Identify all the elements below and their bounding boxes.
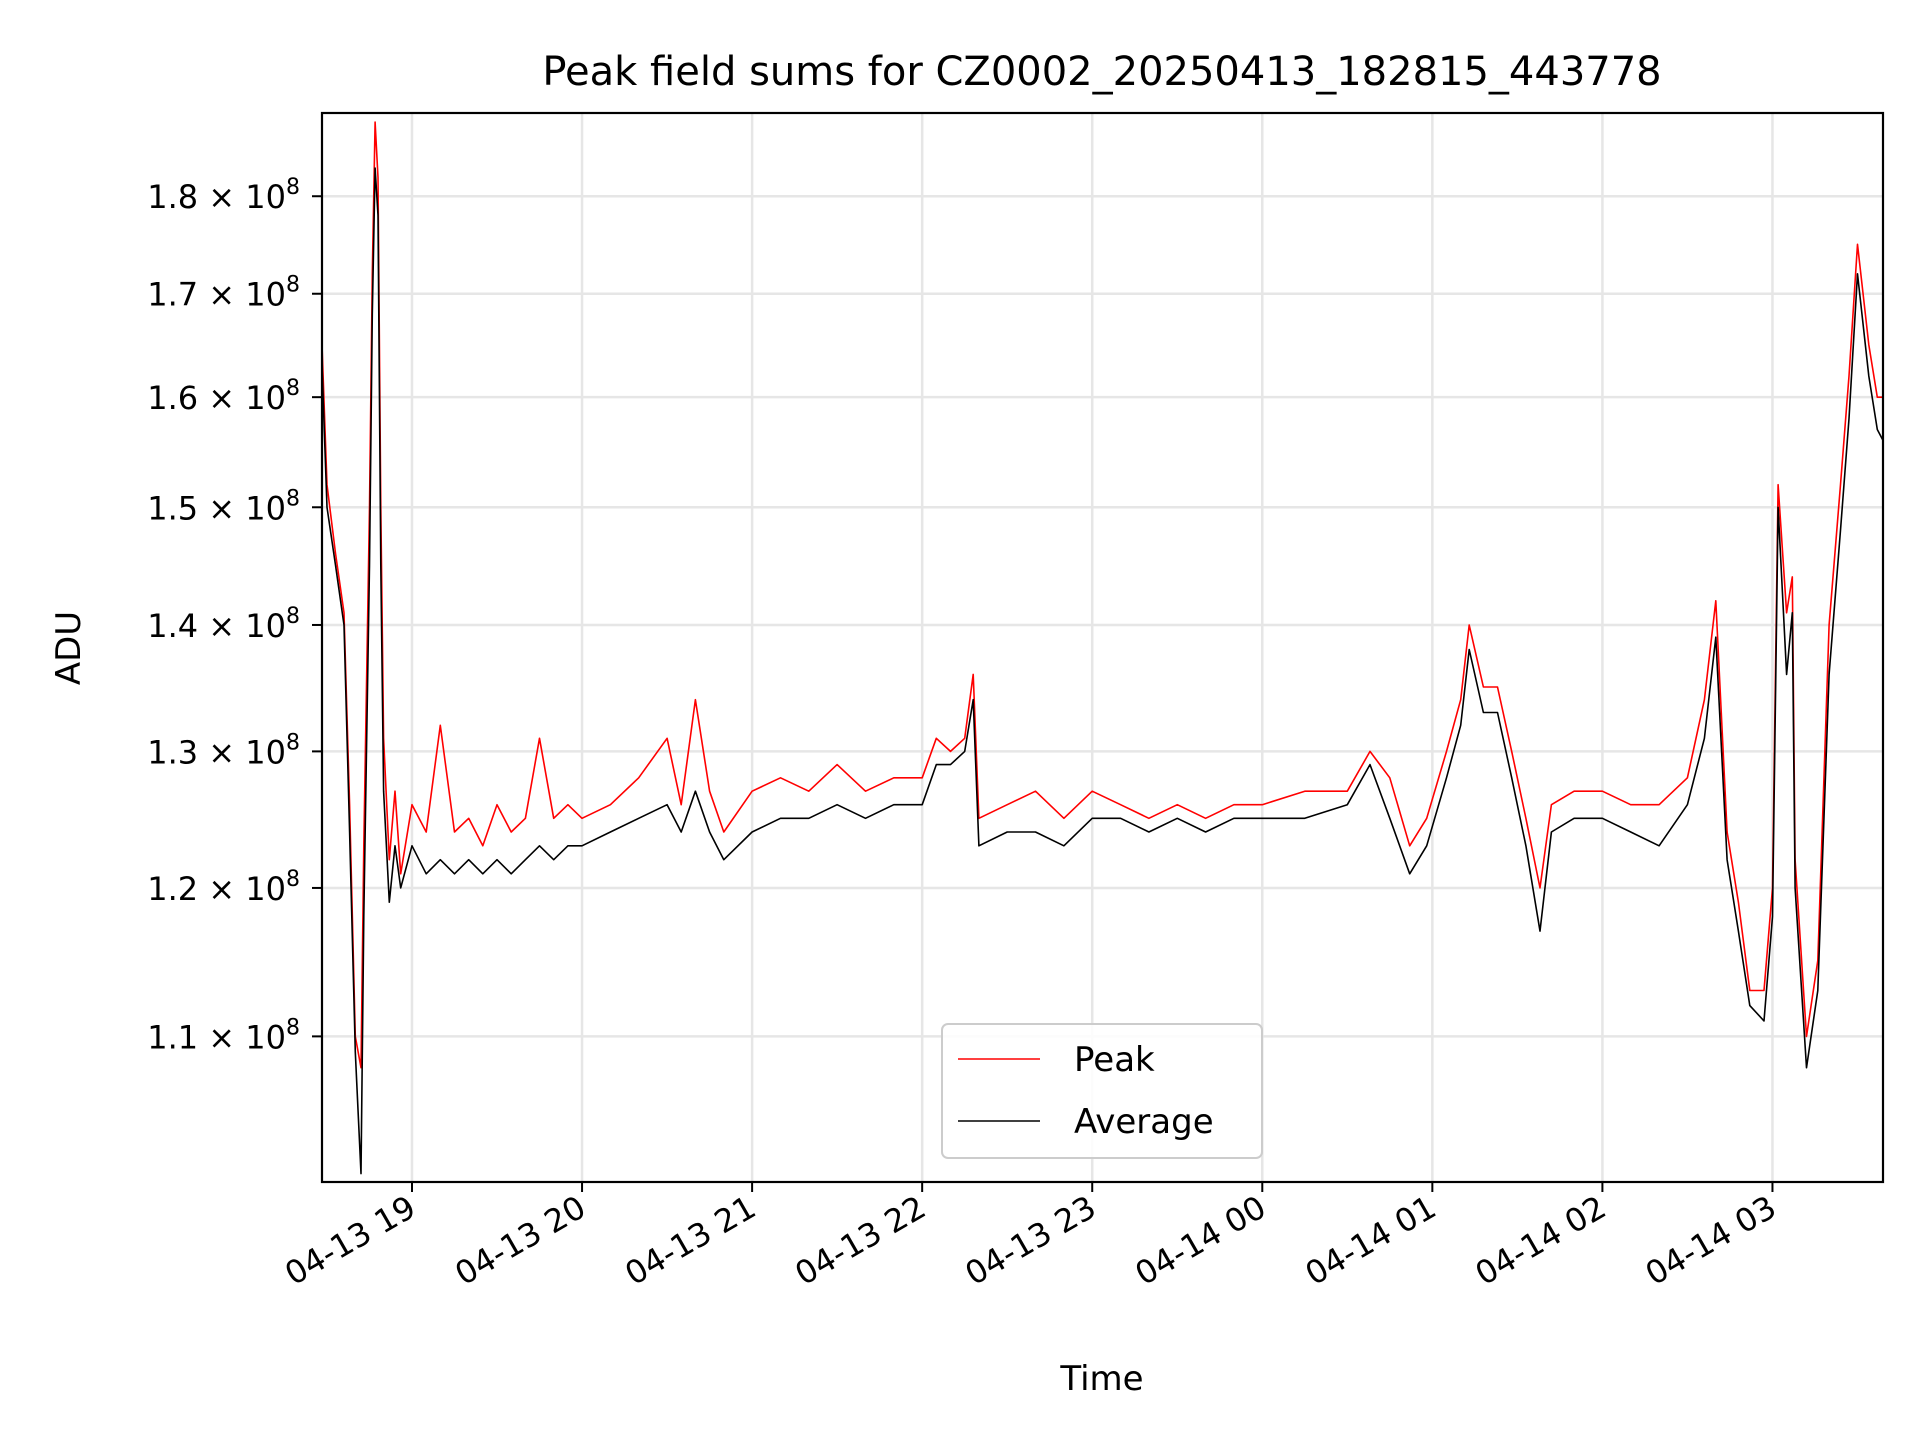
- series-layer: [321, 121, 1884, 1175]
- series-line-average: [321, 167, 1884, 1175]
- y-tick-label: 1.1 × 108: [147, 1015, 300, 1056]
- y-tick-exponent: 8: [286, 273, 300, 298]
- y-tick-exponent: 8: [286, 730, 300, 755]
- y-tick-exponent: 8: [286, 604, 300, 629]
- legend-box: [941, 1023, 1263, 1159]
- y-tick-mantissa: 1.3 × 10: [147, 733, 286, 771]
- grid-layer: [322, 113, 1883, 1182]
- legend-label-average: Average: [1074, 1102, 1214, 1142]
- y-tick-mantissa: 1.5 × 10: [147, 489, 286, 527]
- y-tick-exponent: 8: [286, 867, 300, 892]
- y-axis-label: ADU: [49, 611, 89, 685]
- chart-title: Peak field sums for CZ0002_20250413_1828…: [542, 49, 1661, 95]
- series-line-peak: [321, 121, 1883, 1069]
- y-tick-exponent: 8: [286, 486, 300, 511]
- y-tick-exponent: 8: [286, 376, 300, 401]
- y-tick-exponent: 8: [286, 1015, 300, 1040]
- y-tick-label: 1.4 × 108: [147, 604, 300, 645]
- x-axis-label: Time: [1059, 1359, 1143, 1399]
- y-tick-label: 1.8 × 108: [147, 175, 300, 216]
- y-tick-mantissa: 1.8 × 10: [147, 178, 286, 216]
- legend: Peak Average: [941, 1023, 1263, 1159]
- y-tick-mantissa: 1.7 × 10: [147, 276, 286, 314]
- y-tick-mantissa: 1.2 × 10: [147, 870, 286, 908]
- legend-label-peak: Peak: [1074, 1040, 1155, 1080]
- y-tick-label: 1.6 × 108: [147, 376, 300, 417]
- y-tick-label: 1.2 × 108: [147, 867, 300, 908]
- y-tick-mantissa: 1.4 × 10: [147, 607, 286, 645]
- y-tick-mantissa: 1.6 × 10: [147, 379, 286, 417]
- y-tick-exponent: 8: [286, 175, 300, 200]
- y-tick-label: 1.5 × 108: [147, 486, 300, 527]
- y-tick-label: 1.3 × 108: [147, 730, 300, 771]
- plot-area-frame: [320, 111, 1885, 1184]
- y-tick-label: 1.7 × 108: [147, 273, 300, 314]
- y-tick-mantissa: 1.1 × 10: [147, 1018, 286, 1056]
